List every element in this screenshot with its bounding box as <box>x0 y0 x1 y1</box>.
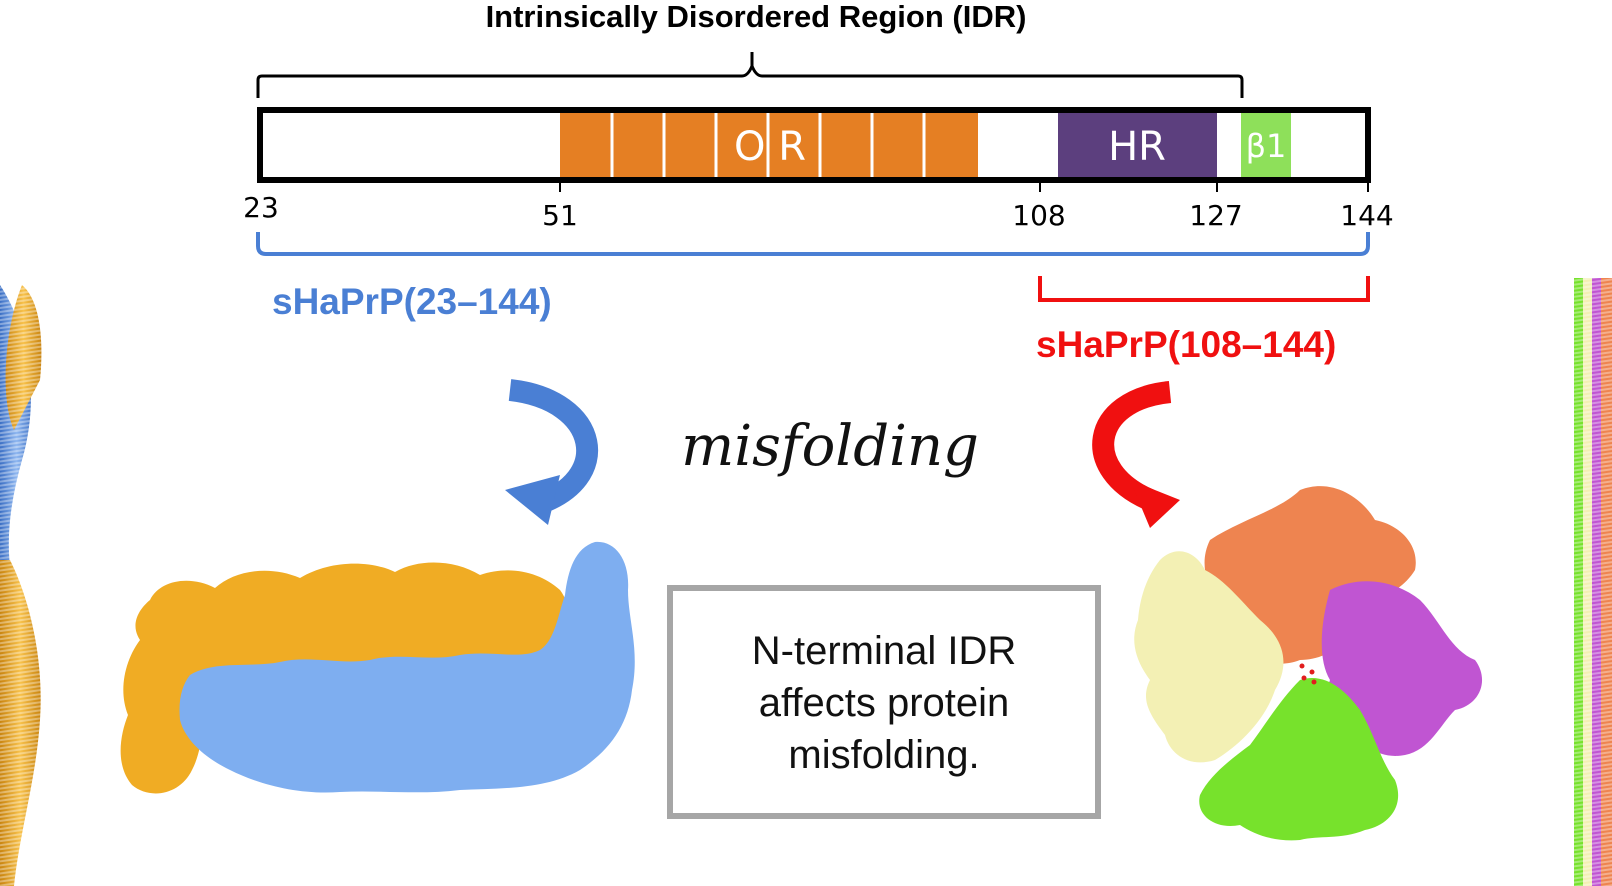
full-construct-label: sHaPrP(23–144) <box>272 281 552 322</box>
red-curved-arrow <box>1092 381 1180 528</box>
domain-bar: O R HR β1 23 51 108 127 144 <box>243 107 1394 232</box>
tick-label-144: 144 <box>1340 199 1393 232</box>
blue-curved-arrow <box>505 379 599 525</box>
short-construct-bracket <box>1038 276 1370 302</box>
beta1-label: β1 <box>1246 127 1287 165</box>
blue-protofilament <box>179 541 635 793</box>
note-box: N-terminal IDR affects protein misfoldin… <box>667 585 1101 819</box>
figure-title: Intrinsically Disordered Region (IDR) <box>486 0 1027 34</box>
tick-marks <box>559 180 1369 192</box>
left-twisted-fibril <box>0 285 44 886</box>
full-length-fibril-structure <box>120 541 635 794</box>
note-box-frame <box>667 585 1101 819</box>
pale-yellow-protofilament <box>1134 551 1284 763</box>
hydrophobic-region-segment <box>1058 112 1217 178</box>
octarepeat-label: O R <box>734 124 806 170</box>
octarepeat-dividers <box>610 112 926 178</box>
tick-label-23: 23 <box>243 191 279 224</box>
center-pore <box>1299 663 1317 685</box>
beta1-segment <box>1241 112 1291 178</box>
green-protofilament <box>1199 678 1399 841</box>
blue-arrow-head <box>505 475 560 525</box>
note-line-2: affects protein <box>759 681 1010 725</box>
misfolding-label: misfolding <box>681 414 979 479</box>
hydrophobic-region-label: HR <box>1108 124 1166 170</box>
red-arrow-shaft <box>1092 381 1172 511</box>
idr-brace <box>256 52 1244 98</box>
short-construct-label: sHaPrP(108–144) <box>1036 324 1336 365</box>
tick-label-108: 108 <box>1012 199 1065 232</box>
right-twisted-fibril <box>1574 278 1612 886</box>
note-line-1: N-terminal IDR <box>752 629 1016 673</box>
full-construct-bracket <box>256 232 1370 256</box>
truncated-fibril-structure <box>1134 486 1483 841</box>
tick-label-127: 127 <box>1189 199 1242 232</box>
tick-label-51: 51 <box>542 199 578 232</box>
note-line-3: misfolding. <box>788 733 979 777</box>
magenta-protofilament <box>1321 581 1483 756</box>
blue-arrow-shaft <box>508 379 599 516</box>
domain-bar-outline <box>257 107 1371 183</box>
red-arrow-head <box>1130 480 1180 528</box>
